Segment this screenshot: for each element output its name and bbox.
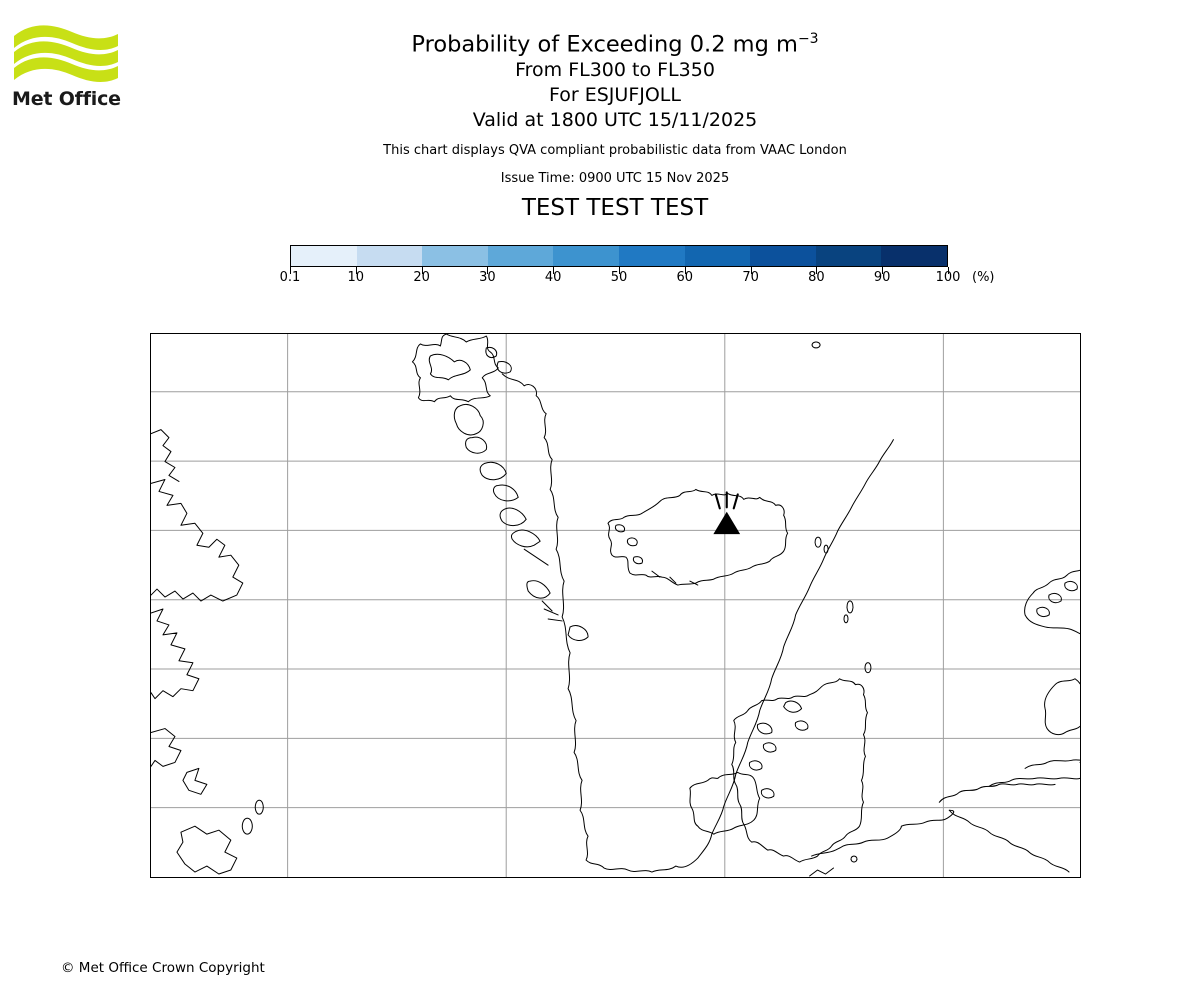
colorbar-band-6 xyxy=(684,246,751,266)
colorbar-tick-80 xyxy=(816,267,818,274)
colorbar-tick-20 xyxy=(421,267,423,274)
colorbar-band-7 xyxy=(750,246,816,266)
colorbar-tick-60 xyxy=(684,267,686,274)
ash-probability-map[interactable] xyxy=(150,333,1081,878)
colorbar-band-0 xyxy=(291,246,357,266)
chart-title-block: Probability of Exceeding 0.2 mg m−3 From… xyxy=(150,26,1080,222)
met-office-logo: Met Office xyxy=(12,22,122,114)
colorbar-label-0.1: 0.1 xyxy=(279,270,301,285)
colorbar-label-60: 60 xyxy=(676,270,694,285)
colorbar-band-5 xyxy=(618,246,685,266)
colorbar-label-10: 10 xyxy=(347,270,365,285)
colorbar-tick-90 xyxy=(882,267,884,274)
colorbar-bands xyxy=(290,245,948,267)
logo-wordmark: Met Office xyxy=(12,88,121,110)
colorbar-label-20: 20 xyxy=(413,270,430,285)
copyright-notice: © Met Office Crown Copyright xyxy=(61,960,265,976)
issue-time: Issue Time: 0900 UTC 15 Nov 2025 xyxy=(500,170,730,186)
colorbar-label-70: 70 xyxy=(742,270,759,285)
page-title: Probability of Exceeding 0.2 mg m−3 xyxy=(150,26,1080,58)
colorbar-tick-100 xyxy=(948,267,949,274)
map-canvas xyxy=(151,334,1080,877)
colorbar-tick-10 xyxy=(355,267,357,274)
colorbar-band-3 xyxy=(487,246,554,266)
colorbar-label-50: 50 xyxy=(610,270,628,285)
colorbar-label-80: 80 xyxy=(808,270,825,285)
main-title-text: Probability of Exceeding 0.2 mg m xyxy=(411,31,798,58)
colorbar-ticks xyxy=(290,267,949,277)
test-banner: TEST TEST TEST xyxy=(521,194,709,221)
colorbar-tick-0.1 xyxy=(290,267,291,274)
colorbar-band-8 xyxy=(815,246,882,266)
colorbar-label-90: 90 xyxy=(873,270,891,285)
map-gridlines xyxy=(151,334,1080,877)
colorbar-band-9 xyxy=(881,246,947,266)
colorbar-tick-40 xyxy=(553,267,555,274)
volcano-marker-esjufjoll xyxy=(713,491,741,535)
colorbar-label-30: 30 xyxy=(479,270,496,285)
met-office-wave-mark xyxy=(14,25,118,82)
chart-source-note: This chart displays QVA compliant probab… xyxy=(383,142,847,158)
main-title-exponent: −3 xyxy=(797,31,819,47)
probability-colorbar xyxy=(290,245,948,267)
colorbar-band-2 xyxy=(422,246,488,266)
colorbar-tick-labels: 0.1 10 20 30 40 50 60 70 80 90 100 xyxy=(0,270,1200,288)
subtitle-valid-time: Valid at 1800 UTC 15/11/2025 xyxy=(472,108,758,131)
colorbar-tick-50 xyxy=(619,267,620,274)
subtitle-flight-level: From FL300 to FL350 xyxy=(515,58,715,81)
colorbar-unit-label: (%) xyxy=(972,270,995,285)
colorbar-band-1 xyxy=(356,246,423,266)
subtitle-volcano: For ESJUFJOLL xyxy=(549,83,681,106)
colorbar-band-4 xyxy=(553,246,619,266)
colorbar-label-100: 100 xyxy=(935,270,961,285)
coastline-layer xyxy=(151,334,1080,877)
colorbar-tick-30 xyxy=(487,267,489,274)
colorbar-tick-70 xyxy=(750,267,752,274)
colorbar-label-40: 40 xyxy=(544,270,562,285)
